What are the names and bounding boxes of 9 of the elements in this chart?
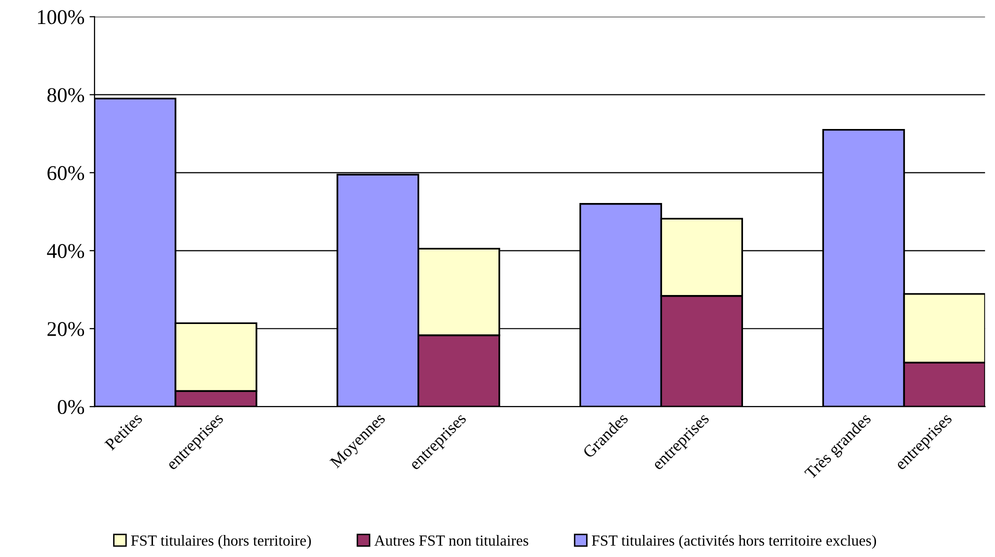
y-tick-label: 100% — [38, 10, 84, 24]
legend-label: FST titulaires (activités hors territoire exclues) — [592, 534, 876, 549]
legend-label: Autres FST non titulaires — [374, 534, 528, 546]
y-tick-label: 80% — [47, 88, 84, 102]
y-tick-label: 20% — [48, 322, 84, 336]
y-tick-label: 40% — [47, 244, 84, 258]
y-tick-label: 60% — [48, 166, 84, 180]
legend-label: FST titulaires (hors territoire) — [131, 534, 311, 549]
y-tick-label: 0% — [58, 400, 84, 414]
